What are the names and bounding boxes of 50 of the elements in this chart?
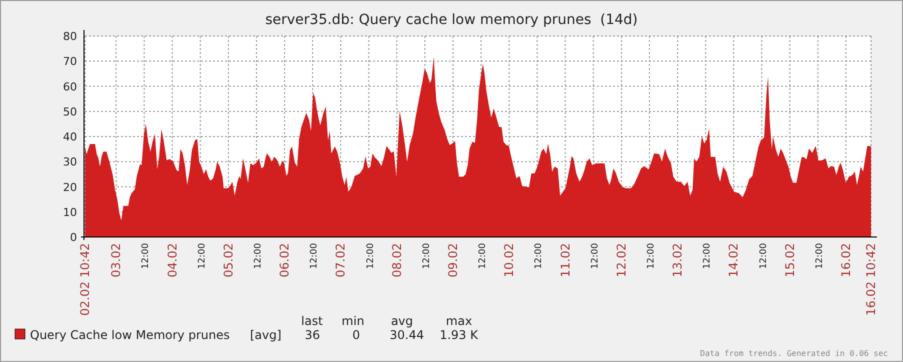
x-tick-label: 12:00: [758, 242, 769, 269]
x-tick-label: 12:00: [646, 242, 656, 269]
text: max: [446, 314, 472, 328]
y-tick-label: 60: [63, 80, 77, 94]
x-tick-label: 05.02: [221, 243, 236, 278]
x-tick-label: 12.02: [614, 243, 628, 278]
y-tick-label: 40: [63, 130, 77, 144]
x-tick-label: 12:00: [422, 242, 432, 269]
y-tick-label: 0: [70, 231, 77, 244]
x-tick-label: 15.02: [782, 243, 797, 278]
x-tick-label: 16.02 10:42: [864, 243, 878, 316]
x-tick-label: 03.02: [109, 243, 124, 278]
y-tick-label: 20: [63, 180, 77, 194]
x-tick-label: 12:00: [197, 242, 208, 269]
x-tick-label: 09.02: [446, 243, 460, 278]
x-tick-label: 12:00: [478, 242, 488, 269]
x-tick-label: 13.02: [670, 243, 685, 278]
x-tick-label: 12:00: [702, 242, 713, 269]
text: [avg]: [250, 328, 282, 342]
x-tick-label: 12:00: [534, 242, 544, 269]
x-tick-label: 06.02: [278, 243, 292, 278]
text: 30.44: [390, 328, 424, 342]
text: Data from trends. Generated in 0.06 sec: [700, 349, 888, 358]
x-tick-label: 14.02: [726, 243, 741, 278]
x-tick-label: 12:00: [310, 242, 320, 269]
text: 0: [352, 328, 360, 342]
x-tick-label: 07.02: [334, 243, 348, 278]
x-tick-label: 12:00: [253, 242, 264, 269]
x-tick-label: 02.02 10:42: [78, 243, 92, 316]
x-tick-label: 12:00: [366, 242, 376, 269]
text: 36: [304, 328, 320, 342]
text: min: [342, 314, 364, 328]
x-tick-label: 16.02: [838, 243, 853, 278]
x-tick-label: 10.02: [502, 243, 516, 278]
text: avg: [390, 314, 414, 328]
y-tick-label: 30: [63, 156, 77, 169]
x-tick-label: 04.02: [165, 243, 180, 278]
legend-label: Query Cache low Memory prunes: [30, 328, 230, 342]
y-tick-label: 80: [63, 30, 77, 43]
y-tick-label: 50: [63, 105, 77, 118]
x-tick-label: 12:00: [141, 242, 152, 269]
y-tick-label: 10: [63, 206, 77, 219]
text: last: [301, 314, 324, 328]
y-tick-label: 70: [63, 55, 77, 68]
x-tick-label: 12:00: [590, 242, 600, 269]
chart-title: server35.db: Query cache low memory prunes (14d): [265, 12, 638, 28]
x-tick-label: 08.02: [390, 243, 404, 278]
x-tick-label: 11.02: [558, 243, 572, 278]
text: 1.93 K: [440, 328, 480, 342]
x-tick-label: 12:00: [814, 242, 825, 269]
